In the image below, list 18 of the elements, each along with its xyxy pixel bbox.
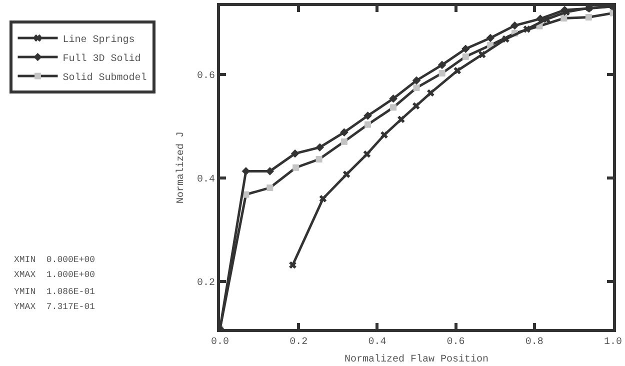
x-tick-label: 0.4 (368, 337, 386, 348)
legend-label: Full 3D Solid (62, 52, 141, 65)
text: YMIN 1.086E-01 (14, 287, 96, 297)
legend-label: Line Springs (62, 34, 135, 46)
text: XMIN 0.000E+00 (14, 255, 96, 265)
x-tick-label: 0.2 (290, 337, 308, 348)
text: XMAX 1.000E+00 (14, 270, 96, 280)
x-tick-label: 0.8 (525, 337, 544, 348)
y-axis-title: Normalized J (174, 131, 187, 204)
x-tick-label: 1.0 (604, 337, 622, 348)
y-tick-label: 0.4 (196, 174, 215, 186)
text: YMAX 7.317E-01 (14, 302, 96, 312)
y-tick-label: 0.2 (196, 278, 215, 290)
legend-label: Solid Submodel (62, 72, 147, 84)
y-tick-label: 0.6 (196, 70, 215, 82)
x-axis-title: Normalized Flaw Position (344, 354, 489, 366)
x-tick-label: 0.6 (446, 337, 465, 348)
x-tick-label: 0.0 (210, 337, 230, 348)
